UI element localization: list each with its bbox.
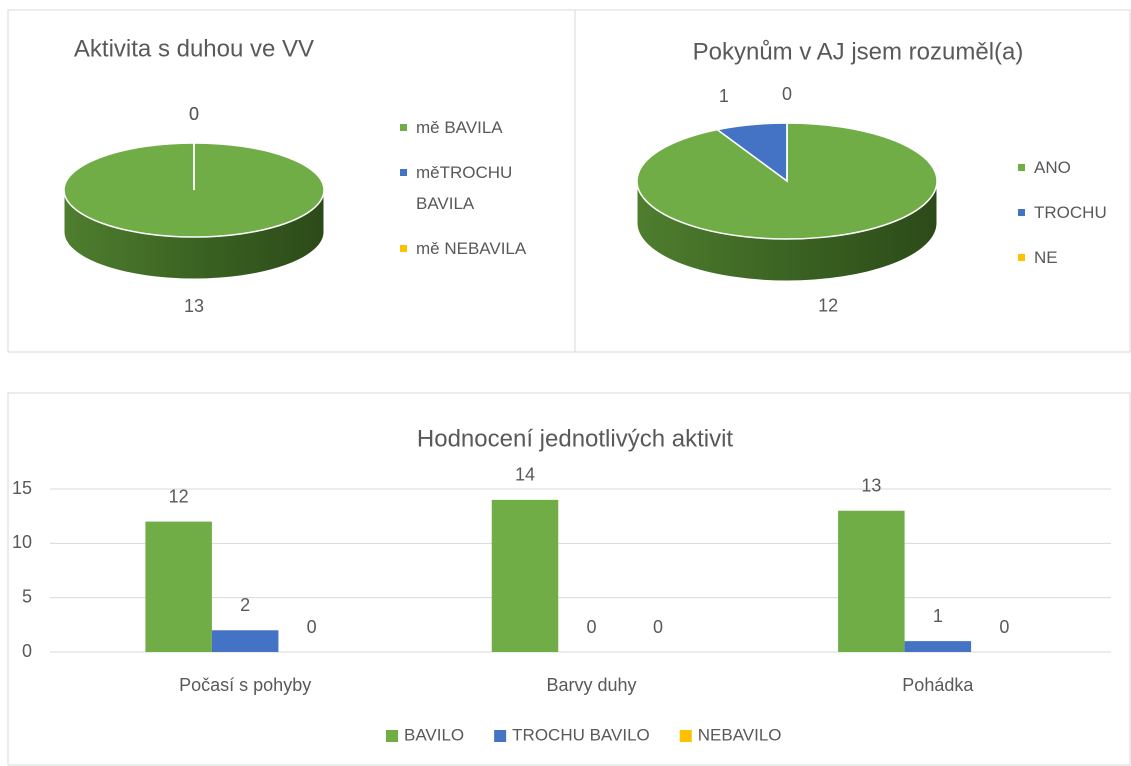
legend-label: NEBAVILO: [698, 725, 782, 744]
x-tick-label: Pohádka: [902, 675, 974, 695]
pie-slice: [636, 122, 938, 240]
bar: [145, 521, 212, 652]
legend-item: ANO: [1018, 152, 1131, 183]
legend-label: BAVILO: [404, 725, 464, 744]
y-tick-label: 5: [22, 586, 32, 606]
data-label: 0: [586, 617, 596, 637]
legend-swatch: [679, 730, 692, 742]
bar: [904, 641, 972, 652]
legend-swatch: [400, 245, 407, 252]
legend-label: mě BAVILA: [416, 118, 503, 137]
legend: mě BAVILA měTROCHU BAVILA mě NEBAVILA: [400, 112, 550, 278]
legend-label: TROCHU BAVILO: [512, 725, 650, 744]
chart-frame: [574, 9, 1131, 353]
data-label: 0: [189, 104, 199, 124]
x-tick-label: Počasí s pohyby: [179, 675, 311, 695]
data-label: 13: [861, 475, 881, 495]
bar: [491, 499, 559, 652]
legend-swatch: [400, 169, 407, 176]
legend-item: TROCHU: [1018, 197, 1131, 228]
y-tick-label: 0: [22, 641, 32, 661]
y-tick-label: 15: [12, 478, 32, 498]
data-label: 12: [169, 486, 189, 506]
legend-swatch: [494, 730, 507, 742]
data-label: 12: [818, 295, 838, 315]
legend-swatch: [386, 730, 398, 742]
legend-swatch: [1018, 164, 1025, 171]
legend-label: NE: [1034, 248, 1058, 267]
bar: [211, 630, 279, 652]
y-tick-label: 10: [12, 532, 32, 552]
data-label: 0: [189, 104, 199, 124]
legend-item: měTROCHU BAVILA: [400, 157, 550, 219]
legend-swatch: [1018, 209, 1025, 216]
legend-label: měTROCHU BAVILA: [416, 163, 513, 213]
bar: [838, 510, 905, 652]
legend-label: TROCHU: [1034, 203, 1107, 222]
data-label: 1: [933, 606, 943, 626]
legend-swatch: [400, 124, 407, 131]
chart-title: Pokynům v AJ jsem rozuměl(a): [693, 38, 1024, 65]
data-label: 13: [184, 296, 204, 316]
x-tick-label: Barvy duhy: [546, 675, 636, 695]
legend-swatch: [1018, 254, 1025, 261]
legend-item: mě BAVILA: [400, 112, 550, 143]
chart-title: Hodnocení jednotlivých aktivit: [417, 425, 734, 452]
data-label: 0: [999, 617, 1009, 637]
data-label: 0: [653, 617, 663, 637]
data-label: 0: [307, 617, 317, 637]
legend-label: ANO: [1034, 158, 1071, 177]
chart-frame: [7, 392, 1131, 766]
data-label: 0: [782, 84, 792, 104]
legend-item: mě NEBAVILA: [400, 233, 550, 264]
data-label: 1: [719, 86, 729, 106]
data-label: 14: [515, 465, 535, 485]
legend-label: mě NEBAVILA: [416, 239, 527, 258]
data-label: 2: [240, 595, 250, 615]
legend: ANO TROCHU NE: [1018, 152, 1131, 287]
legend-item: NE: [1018, 242, 1131, 273]
chart-title: Aktivita s duhou ve VV: [74, 35, 314, 62]
